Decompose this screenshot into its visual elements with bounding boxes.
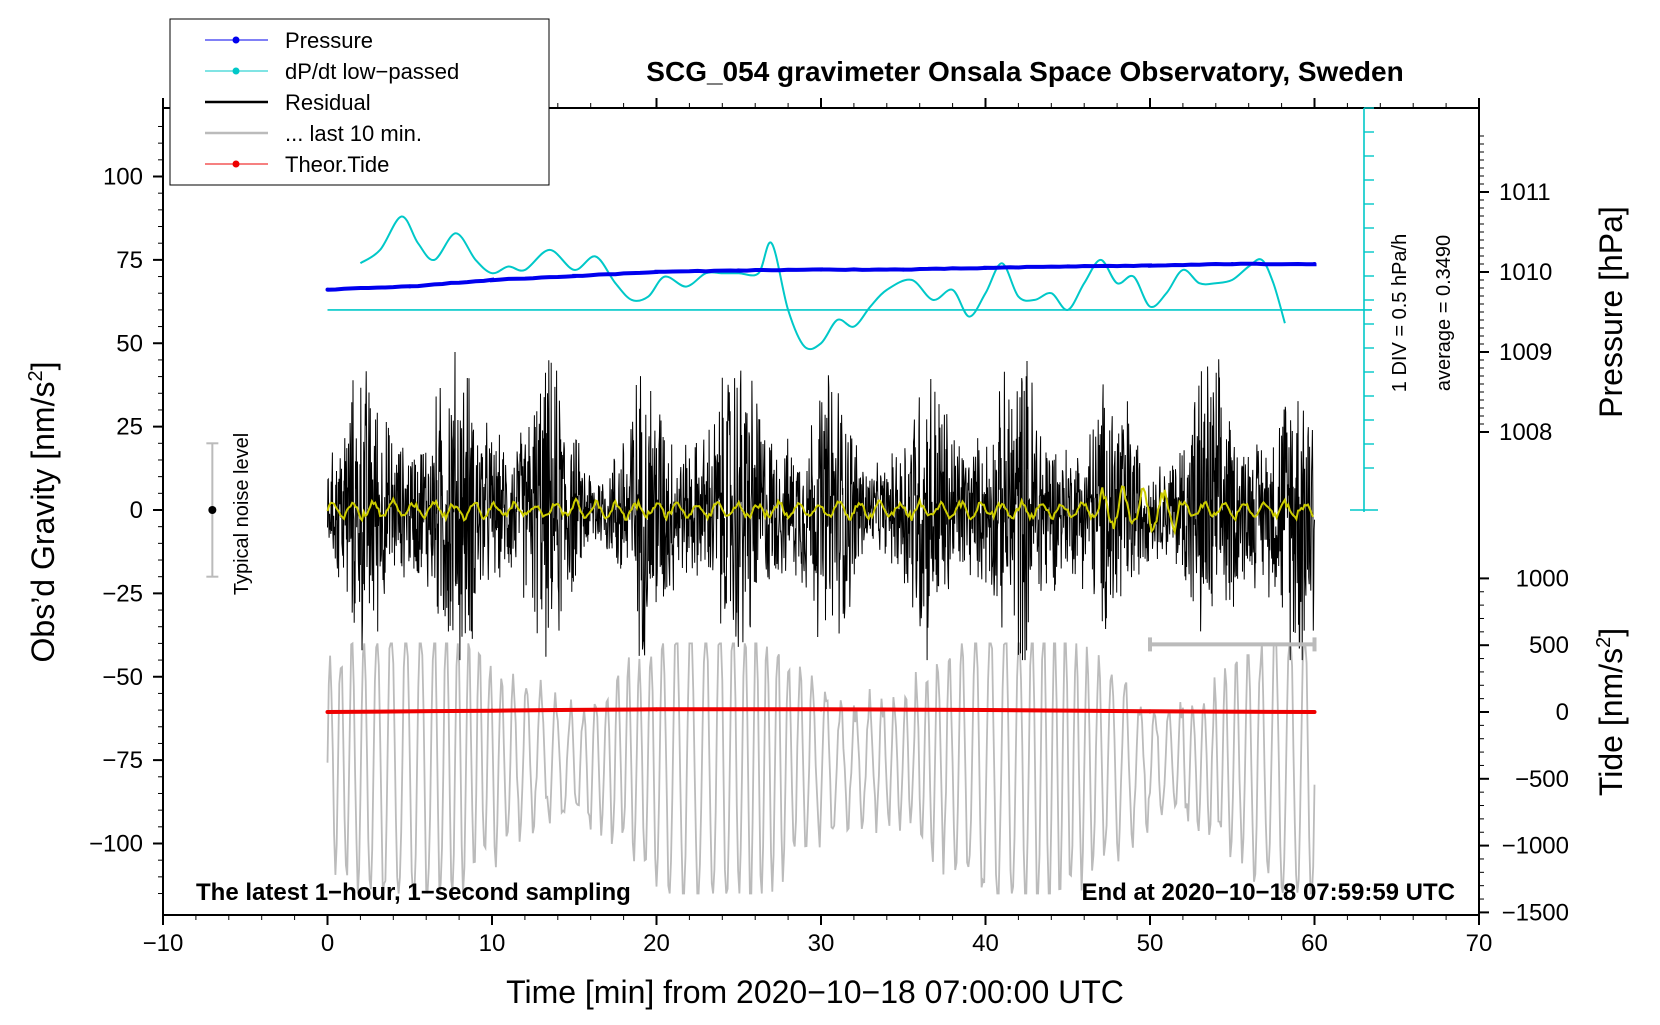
pressure-point: [984, 266, 988, 270]
tide-point: [819, 707, 823, 711]
tide-point: [655, 707, 659, 711]
noise-level-label: Typical noise level: [231, 433, 253, 595]
tide-point: [984, 708, 988, 712]
y-tick-label-pressure: 1009: [1499, 339, 1552, 366]
y-tick-label-tide: 0: [1556, 699, 1569, 726]
pressure-point: [408, 284, 412, 288]
pressure-point: [572, 274, 576, 278]
legend-swatch-marker: [233, 68, 240, 75]
x-axis-label: Time [min] from 2020−10−18 07:00:00 UTC: [506, 974, 1124, 1010]
annotation-bottom-left: The latest 1−hour, 1−second sampling: [196, 879, 631, 906]
y-tick-label-left: 0: [130, 497, 143, 524]
y-tick-label-pressure: 1010: [1499, 259, 1552, 286]
x-tick-label: 50: [1137, 930, 1164, 957]
pressure-point: [326, 288, 330, 292]
y-tick-label-left: 100: [103, 164, 143, 191]
y-tick-label-pressure: 1008: [1499, 419, 1552, 446]
tide-point: [326, 710, 330, 714]
y-axis-label-tide-main: Tide [nm/s: [1593, 648, 1629, 796]
div-label: 1 DIV = 0.5 hPa/h: [1389, 234, 1411, 392]
y-tick-label-left: −75: [102, 747, 143, 774]
tide-point: [490, 709, 494, 713]
y-axis-label-tide: Tide [nm/s2]: [1593, 628, 1629, 796]
legend: Pressure dP/dt low−passed Residual ... last…: [170, 19, 549, 185]
tide-point: [1148, 709, 1152, 713]
legend-label: Residual: [285, 90, 371, 115]
y-tick-label-tide: −1000: [1502, 833, 1569, 860]
y-axis-label-left-sup: 2: [25, 370, 47, 381]
legend-label: Theor.Tide: [285, 152, 389, 177]
y-tick-label-tide: −500: [1515, 766, 1569, 793]
y-axis-label-left-main: Obs’d Gravity [nm/s: [25, 382, 61, 663]
x-tick-label: 20: [643, 930, 670, 957]
legend-label: Pressure: [285, 28, 373, 53]
pressure-point: [1230, 262, 1234, 266]
legend-label: ... last 10 min.: [285, 121, 422, 146]
pressure-point: [655, 270, 659, 274]
x-tick-label: 0: [321, 930, 334, 957]
pressure-point: [1313, 262, 1317, 266]
pressure-point: [1148, 264, 1152, 268]
y-axis-label-tide-end: ]: [1593, 628, 1629, 637]
y-tick-label-left: 75: [116, 247, 143, 274]
y-tick-label-tide: −1500: [1502, 899, 1569, 926]
x-tick-label: 60: [1301, 930, 1328, 957]
y-axis-label-left: Obs’d Gravity [nm/s2]: [25, 362, 61, 663]
legend-swatch-marker: [233, 161, 240, 168]
pressure-point: [1066, 264, 1070, 268]
legend-label: dP/dt low−passed: [285, 59, 459, 84]
average-label: average = 0.3490: [1433, 235, 1455, 391]
y-tick-label-pressure: 1011: [1499, 179, 1551, 206]
y-tick-label-tide: 500: [1529, 632, 1569, 659]
y-tick-label-left: 50: [116, 330, 143, 357]
tide-point: [1313, 710, 1317, 714]
x-tick-label: −10: [143, 930, 184, 957]
noise-bar-center-dot: [208, 506, 216, 514]
pressure-point: [901, 268, 905, 272]
x-tick-label: 70: [1466, 930, 1493, 957]
y-tick-label-left: −25: [102, 580, 143, 607]
legend-swatch-marker: [233, 37, 240, 44]
y-tick-label-left: −100: [89, 831, 143, 858]
pressure-point: [737, 268, 741, 272]
chart-title: SCG_054 gravimeter Onsala Space Observat…: [646, 56, 1403, 87]
pressure-point: [819, 268, 823, 272]
x-tick-label: 10: [479, 930, 506, 957]
y-tick-label-left: −50: [102, 664, 143, 691]
y-tick-label-left: 25: [116, 414, 143, 441]
y-tick-label-tide: 1000: [1516, 565, 1569, 592]
x-tick-label: 30: [808, 930, 835, 957]
pressure-point: [490, 278, 494, 282]
y-axis-label-tide-sup: 2: [1593, 637, 1615, 648]
y-axis-label-pressure: Pressure [hPa]: [1593, 206, 1629, 418]
x-tick-label: 40: [972, 930, 999, 957]
annotation-bottom-right: End at 2020−10−18 07:59:59 UTC: [1081, 879, 1455, 906]
y-axis-label-left-end: ]: [25, 362, 61, 371]
